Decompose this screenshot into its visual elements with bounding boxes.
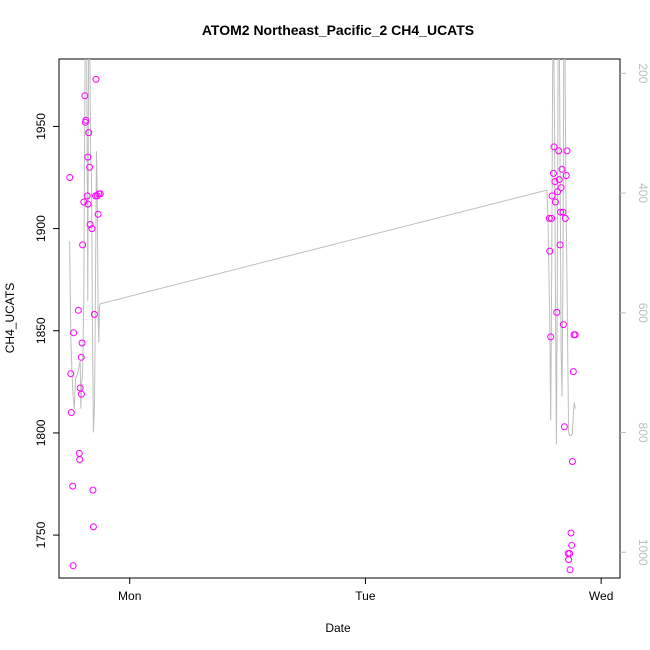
data-point [89, 523, 97, 531]
data-point [66, 174, 74, 181]
data-point [96, 190, 104, 198]
y-tick-label: 1750 [34, 521, 48, 548]
y-tick-label: 1800 [34, 419, 48, 446]
data-point [555, 176, 563, 184]
data-point [559, 321, 567, 329]
x-tick-label: Mon [118, 589, 141, 603]
line-layer [69, 59, 576, 445]
data-point [547, 333, 555, 341]
data-point [80, 198, 88, 206]
data-point [84, 153, 92, 161]
data-point [565, 556, 573, 564]
data-point [557, 184, 565, 192]
data-point [568, 458, 576, 465]
data-point [553, 308, 561, 316]
y2-tick-label: 1000 [636, 539, 650, 566]
y2-tick-label: 800 [636, 423, 650, 443]
data-point [551, 178, 559, 186]
y-axis-label: CH4_UCATS [3, 283, 17, 353]
data-point [79, 241, 87, 249]
data-point [550, 169, 557, 177]
data-point [562, 172, 570, 179]
data-point [94, 210, 102, 218]
x-tick-label: Wed [589, 589, 613, 603]
data-point [561, 214, 569, 222]
data-point [69, 482, 77, 490]
data-point [67, 370, 75, 378]
data-point [569, 368, 577, 376]
data-point [82, 116, 90, 124]
data-point [568, 541, 576, 549]
data-point [84, 200, 92, 208]
data-point [571, 331, 579, 339]
data-point [85, 129, 93, 137]
data-point [86, 221, 94, 228]
data-point [548, 192, 556, 200]
data-point [560, 423, 568, 431]
x-tick-label: Tue [355, 589, 376, 603]
data-point [554, 188, 561, 196]
data-point [77, 390, 85, 398]
data-point [74, 306, 82, 314]
data-point [69, 562, 77, 570]
data-point [559, 208, 567, 216]
y-tick-label: 1850 [34, 317, 48, 344]
data-point [70, 329, 78, 337]
y2-axis: 200 400 600 800 1000 [620, 63, 650, 566]
data-point [545, 214, 553, 222]
data-point [558, 165, 566, 173]
data-point [81, 92, 89, 100]
y-axis: 1750 1800 1850 1900 1950 [34, 113, 59, 548]
data-point [83, 192, 91, 200]
data-point [75, 449, 83, 457]
data-point [88, 225, 96, 233]
data-point [76, 456, 84, 463]
data-point [551, 198, 559, 206]
data-point [563, 147, 571, 155]
plot-frame [58, 58, 621, 579]
data-point [78, 339, 86, 347]
data-point [550, 143, 558, 151]
y2-tick-label: 200 [636, 63, 650, 83]
data-point [548, 214, 556, 222]
data-point [86, 163, 94, 171]
x-axis: Mon Tue Wed [118, 578, 613, 603]
data-point [555, 147, 563, 155]
data-point [92, 75, 100, 83]
chart-title: ATOM2 Northeast_Pacific_2 CH4_UCATS [202, 22, 474, 38]
data-point [566, 566, 574, 574]
y2-tick-label: 400 [636, 183, 650, 203]
data-point [89, 486, 97, 494]
y-tick-label: 1900 [34, 215, 48, 242]
point-layer [66, 75, 579, 574]
y-tick-label: 1950 [34, 113, 48, 140]
data-point [557, 208, 565, 216]
x-axis-label: Date [325, 621, 351, 635]
y2-tick-label: 600 [636, 303, 650, 323]
data-point [90, 310, 98, 318]
data-point [567, 529, 575, 537]
data-point [546, 247, 554, 255]
data-point [556, 241, 564, 249]
data-point [67, 409, 75, 416]
series-line [69, 59, 576, 445]
data-point [566, 550, 574, 557]
data-point [77, 353, 85, 361]
